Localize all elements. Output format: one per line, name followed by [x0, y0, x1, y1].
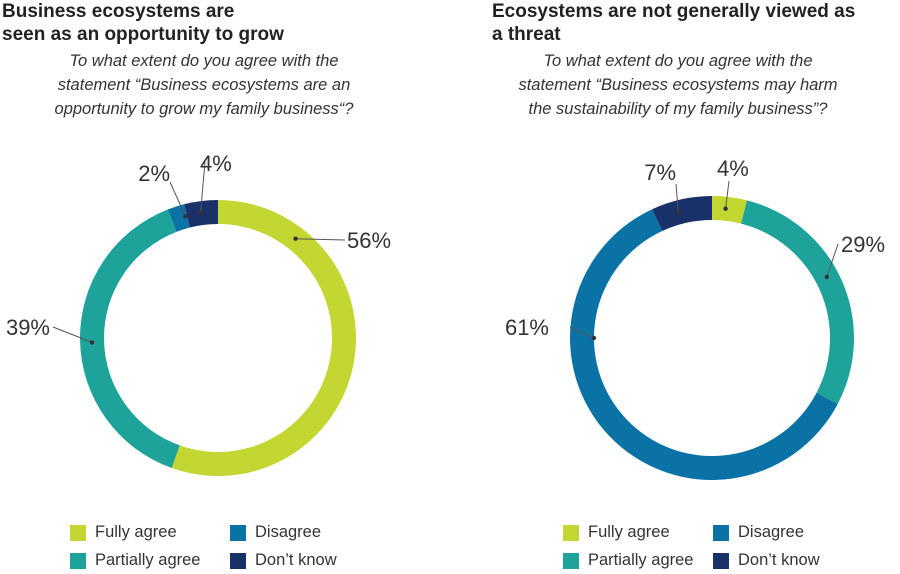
data-label-dont-know: 4%: [198, 151, 232, 216]
legend-label: Partially agree: [588, 551, 694, 569]
legend-swatch-fully-agree: [563, 524, 579, 541]
chart-panel-threat: Ecosystems are not generally viewed as a…: [450, 0, 900, 574]
chart-panel-opportunity: Business ecosystems are seen as an oppor…: [2, 0, 404, 574]
percent-label: 4%: [717, 156, 749, 181]
legend-swatch-partially-agree: [563, 552, 579, 569]
legend-label: Disagree: [255, 523, 322, 541]
survey-question: To what extent do you agree with the sta…: [4, 49, 404, 121]
data-label-fully-agree: 56%: [293, 228, 391, 253]
survey-question-line: opportunity to grow my family business“?: [54, 100, 354, 118]
leader-line: [169, 181, 186, 217]
legend-item-partially-agree: Partially agree: [563, 551, 693, 570]
legend-item-fully-agree: Fully agree: [70, 523, 177, 542]
leader-dot: [198, 211, 203, 216]
legend-label: Don’t know: [738, 551, 820, 569]
leader-dot: [824, 274, 829, 280]
leader-line: [675, 183, 679, 213]
chart-title: Business ecosystems are seen as an oppor…: [2, 0, 402, 46]
survey-question-line: statement “Business ecosystems are an: [57, 76, 351, 94]
legend-swatch-partially-agree: [70, 552, 86, 569]
legend-item-disagree: Disagree: [230, 523, 321, 542]
leader-line: [826, 243, 839, 278]
leader-line: [295, 238, 346, 241]
percent-label: 29%: [841, 232, 885, 257]
leader-line: [199, 161, 206, 214]
percent-label: 7%: [644, 160, 676, 185]
survey-question: To what extent do you agree with the sta…: [478, 49, 878, 121]
leader-dot: [591, 335, 597, 341]
legend-label: Fully agree: [588, 523, 670, 541]
legend-item-partially-agree: Partially agree: [70, 551, 200, 570]
legend: Fully agree Disagree Partially agree Don…: [70, 520, 370, 574]
leader-line: [52, 326, 93, 343]
legend-label: Partially agree: [95, 551, 201, 569]
data-label-dont-know: 7%: [644, 160, 681, 215]
legend-swatch-disagree: [230, 524, 246, 541]
legend-item-dont-know: Don’t know: [713, 551, 820, 570]
donut-segment-fully-agree: [171, 200, 356, 476]
percent-label: 61%: [505, 315, 549, 340]
leader-dot: [89, 340, 95, 345]
survey-question-line: the sustainability of my family business…: [528, 100, 828, 118]
chart-title-line: Ecosystems are not generally viewed as: [492, 1, 856, 22]
chart-title: Ecosystems are not generally viewed as a…: [492, 0, 892, 46]
donut-chart: 4% 29% 61% 7%: [505, 156, 885, 481]
leader-dot: [183, 214, 188, 219]
percent-label: 2%: [138, 161, 170, 186]
legend: Fully agree Disagree Partially agree Don…: [563, 520, 863, 574]
donut-segment-disagree: [167, 204, 190, 232]
legend-item-disagree: Disagree: [713, 523, 804, 542]
leader-line: [569, 326, 595, 339]
legend-label: Don’t know: [255, 551, 337, 569]
data-label-fully-agree: 4%: [717, 156, 749, 211]
data-label-disagree: 2%: [138, 161, 188, 219]
percent-label: 39%: [6, 315, 50, 340]
chart-title-line: a threat: [492, 24, 561, 45]
donut-segment-dont-know: [652, 196, 712, 232]
chart-title-line: Business ecosystems are: [2, 1, 235, 22]
legend-label: Disagree: [738, 523, 805, 541]
donut-segment-partially-agree: [80, 209, 180, 469]
survey-question-line: To what extent do you agree with the: [543, 52, 813, 70]
data-label-disagree: 61%: [505, 315, 597, 341]
legend-swatch-fully-agree: [70, 524, 86, 541]
data-label-partially-agree: 29%: [824, 232, 885, 280]
survey-question-line: To what extent do you agree with the: [69, 52, 339, 70]
donut-segment-fully-agree: [712, 196, 747, 224]
legend-swatch-disagree: [713, 524, 729, 541]
leader-dot: [676, 210, 681, 215]
data-label-partially-agree: 39%: [6, 315, 95, 345]
donut-chart: 56% 39% 2% 4%: [6, 151, 391, 476]
leader-line: [725, 180, 730, 209]
chart-title-line: seen as an opportunity to grow: [2, 24, 284, 45]
percent-label: 56%: [347, 228, 391, 253]
legend-swatch-dont-know: [713, 552, 729, 569]
legend-label: Fully agree: [95, 523, 177, 541]
leader-dot: [723, 206, 728, 211]
donut-segment-partially-agree: [741, 200, 854, 404]
percent-label: 4%: [200, 151, 232, 176]
legend-swatch-dont-know: [230, 552, 246, 569]
leader-dot: [293, 236, 298, 241]
legend-item-fully-agree: Fully agree: [563, 523, 670, 542]
legend-item-dont-know: Don’t know: [230, 551, 337, 570]
survey-question-line: statement “Business ecosystems may harm: [518, 76, 838, 94]
